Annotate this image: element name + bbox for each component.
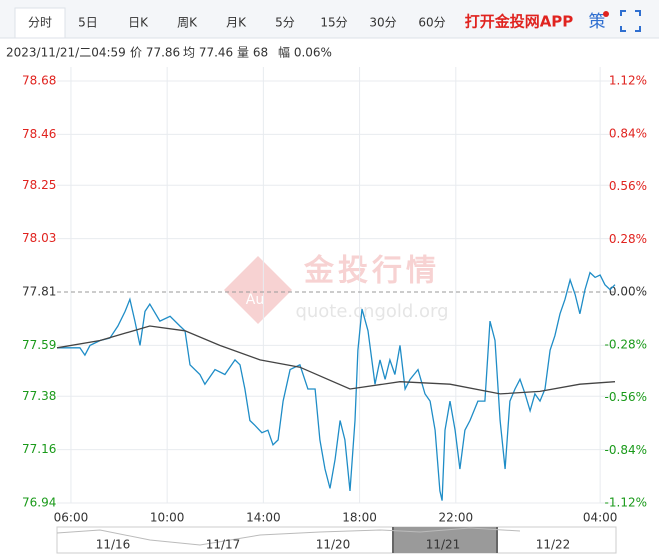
navigator-labels: 11/16 11/17 11/20 11/21 11/22 [96, 538, 571, 552]
info-bar: 2023/11/21/二04:59 价 77.86 均 77.46 量 68 幅 0.0… [6, 45, 332, 60]
info-item: 价 77.86 [130, 46, 180, 60]
y-tick-label: 77.59 [22, 338, 56, 352]
tab[interactable]: 5分 [275, 16, 295, 30]
tab[interactable]: 5日 [78, 16, 98, 30]
y-tick-label: 78.03 [22, 231, 56, 245]
y-tick-label: 76.94 [22, 496, 56, 510]
y2-tick-label: -0.28% [605, 337, 647, 351]
info-item: 幅 0.06% [278, 45, 332, 60]
y-tick-label: 78.46 [22, 127, 56, 141]
y-tick-label: 77.81 [22, 285, 56, 299]
y-tick-label: 78.68 [22, 74, 56, 88]
x-tick-label: 14:00 [246, 511, 281, 525]
y2-tick-label: 0.56% [609, 179, 647, 193]
series-line [57, 271, 616, 501]
tab[interactable]: 30分 [369, 16, 396, 30]
navigator-date: 11/16 [96, 538, 131, 552]
y-tick-label: 77.16 [22, 442, 56, 456]
navigator-date: 11/21 [426, 538, 461, 552]
navigator-date: 11/20 [316, 538, 351, 552]
tab[interactable]: 周K [177, 16, 198, 30]
plot: 06:00 10:00 14:00 18:00 22:00 04:00 78.68 78.46… [22, 67, 647, 525]
y2-tick-label: -0.84% [605, 443, 647, 457]
fullscreen-button[interactable] [620, 10, 641, 32]
y2-tick-label: 0.00% [609, 285, 647, 299]
tabs: 分时 5日 日K 周K 月K 5分 15分 30分 60分 [28, 16, 446, 30]
info-item: 2023/11/21/二04:59 [6, 46, 126, 60]
y-tick-label: 77.38 [22, 389, 56, 403]
y2-tick-label: -0.56% [605, 390, 647, 404]
x-tick-label: 18:00 [342, 511, 377, 525]
watermark-url: quote.cngold.org [295, 301, 448, 322]
y-tick-label: 78.25 [22, 178, 56, 192]
toolbar-bg [0, 0, 659, 38]
notice-dot [603, 11, 609, 17]
navigator-date: 11/22 [536, 538, 571, 552]
info-item: 量 68 [237, 46, 268, 60]
strategy-button[interactable]: 策 [589, 12, 606, 32]
x-tick-label: 10:00 [150, 511, 185, 525]
x-tick-label: 22:00 [439, 511, 474, 525]
x-tick-label: 04:00 [583, 511, 618, 525]
tab[interactable]: 月K [226, 16, 247, 30]
app-link[interactable]: 打开金投网APP [465, 13, 574, 31]
active-tab [14, 7, 66, 39]
series-line [56, 325, 616, 395]
navigator-sparkline [56, 527, 521, 546]
watermark-logo [224, 256, 292, 324]
info-item: 均 77.46 [183, 46, 233, 60]
y2-tick-label: -1.12% [605, 496, 647, 510]
x-tick-label: 06:00 [54, 511, 89, 525]
tab[interactable]: 分时 [28, 16, 52, 30]
navigator-date: 11/17 [206, 538, 241, 552]
watermark-title: 金投行情 [303, 254, 440, 289]
tab[interactable]: 60分 [418, 16, 445, 30]
y2-tick-label: 0.84% [609, 126, 647, 140]
y2-tick-label: 0.28% [609, 232, 647, 246]
tab[interactable]: 15分 [320, 16, 347, 30]
watermark: Au 金投行情 quote.cngold.org [224, 254, 449, 324]
tab[interactable]: 日K [128, 16, 149, 30]
y2-tick-label: 1.12% [609, 74, 647, 88]
watermark-logo-text: Au [246, 292, 264, 308]
